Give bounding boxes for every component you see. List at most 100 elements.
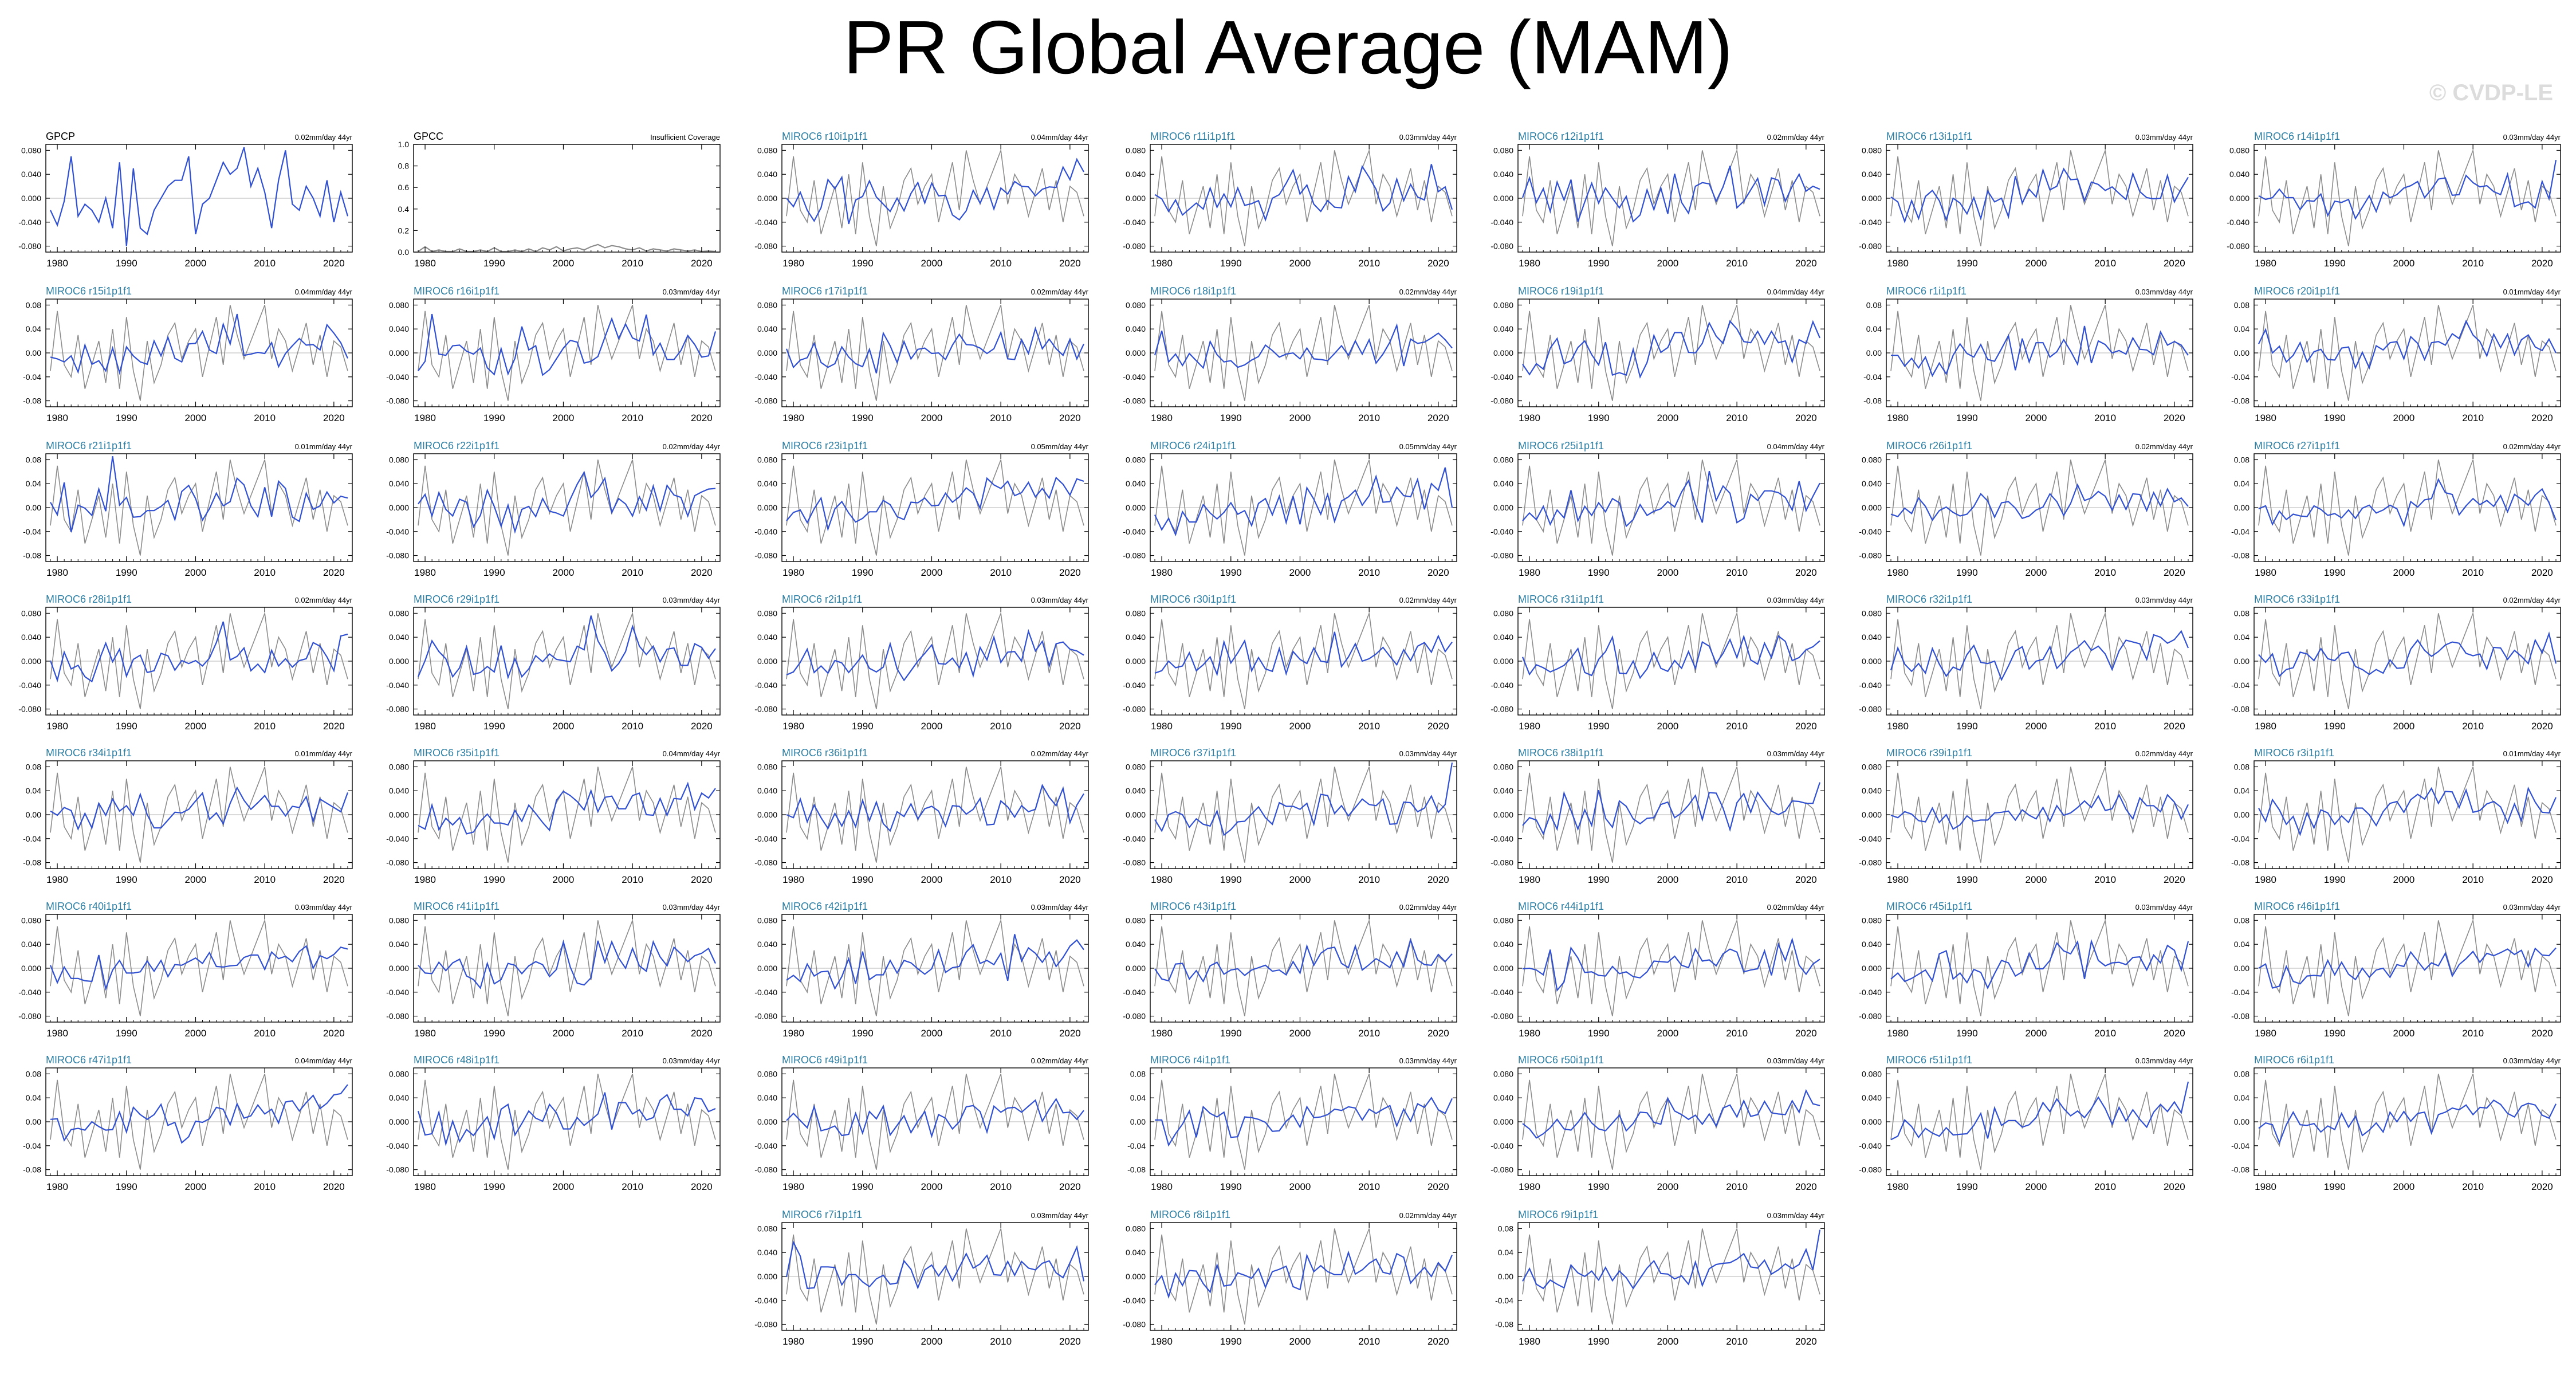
x-tick-label: 1990 [1956,721,1978,732]
y-tick-label: 0.040 [757,479,777,488]
x-tick-label: 1980 [1519,1028,1540,1039]
observed-series-line [418,1074,716,1170]
y-tick-label: 0.040 [21,170,41,179]
y-tick-label: 0.040 [21,632,41,642]
x-tick-label: 2020 [323,1181,345,1192]
x-tick-label: 2020 [1427,721,1449,732]
y-tick-label: -0.080 [1859,705,1882,714]
y-tick-label: 0.08 [26,455,41,464]
panel-title: MIROC6 r40i1p1f1 [46,901,132,912]
x-tick-label: 2020 [691,721,713,732]
y-tick-label: 0.000 [389,810,409,819]
panel-trend: 0.03mm/day 44yr [1767,596,1825,604]
y-tick-label: 0.080 [1862,146,1882,155]
x-tick-label: 2000 [553,1181,575,1192]
panel: MIROC6 r44i1p1f1 0.02mm/day 44yr 0.080 0.04… [1490,901,1825,1039]
y-tick-label: 0.040 [1493,632,1513,642]
x-tick-label: 2020 [2164,1181,2185,1192]
y-tick-label: 0.080 [1493,1069,1513,1078]
panel-trend: 0.03mm/day 44yr [295,903,353,912]
panel: MIROC6 r46i1p1f1 0.03mm/day 44yr 0.08 0.04 0… [2231,901,2561,1039]
x-tick-label: 2010 [1358,874,1380,885]
x-tick-label: 1980 [2255,1181,2276,1192]
x-tick-label: 2000 [1657,874,1679,885]
panel-title: MIROC6 r45i1p1f1 [1886,901,1972,912]
x-tick-label: 2000 [1289,1181,1311,1192]
y-tick-label: 0.040 [389,940,409,949]
cvdp-le-watermark: © CVDP-LE [2429,80,2553,105]
panel-title: MIROC6 r30i1p1f1 [1150,594,1236,605]
y-tick-label: 0.2 [398,226,410,235]
panel: MIROC6 r1i1p1f1 0.03mm/day 44yr 0.08 0.04 0.… [1863,285,2193,423]
x-tick-label: 1980 [1151,258,1173,269]
x-tick-label: 2020 [1059,567,1081,578]
x-tick-label: 2020 [1427,567,1449,578]
x-tick-label: 2000 [1657,567,1679,578]
series-line [1521,166,1820,223]
y-tick-label: 0.04 [2234,786,2249,795]
x-tick-label: 1990 [852,1028,874,1039]
y-tick-label: -0.040 [386,988,409,997]
y-tick-label: 0.040 [757,786,777,795]
x-tick-label: 1980 [1151,874,1173,885]
y-tick-label: -0.080 [1859,1165,1882,1174]
y-tick-label: 0.080 [389,1069,409,1078]
series-line [1522,471,1820,528]
panel: MIROC6 r39i1p1f1 0.02mm/day 44yr 0.080 0.04… [1859,747,2193,885]
y-tick-label: 0.000 [757,1272,777,1281]
x-tick-label: 2010 [2462,1181,2484,1192]
panel-title: MIROC6 r21i1p1f1 [46,440,132,451]
x-tick-label: 2020 [323,258,345,269]
y-tick-label: 0.04 [2234,479,2249,488]
panel-title: MIROC6 r19i1p1f1 [1518,285,1604,297]
y-tick-label: 0.040 [389,786,409,795]
y-tick-label: -0.080 [386,705,409,714]
panel-trend: 0.03mm/day 44yr [1767,1056,1825,1065]
y-tick-label: 0.08 [2234,1069,2249,1078]
panel-title: MIROC6 r35i1p1f1 [414,747,500,759]
observed-series-line [786,150,1084,246]
y-tick-label: -0.080 [754,551,777,560]
y-tick-label: 0.040 [1862,940,1882,949]
y-tick-label: 0.080 [1862,608,1882,618]
y-tick-label: -0.080 [1859,551,1882,560]
x-tick-label: 1990 [483,874,505,885]
x-tick-label: 2020 [691,567,713,578]
y-tick-label: 0.000 [1862,810,1882,819]
panel-trend: 0.03mm/day 44yr [2503,903,2561,912]
panel: MIROC6 r31i1p1f1 0.03mm/day 44yr 0.080 0.04… [1490,594,1825,732]
x-tick-label: 1990 [2324,258,2346,269]
y-tick-label: 0.040 [1126,324,1146,333]
observed-series-line [1522,459,1820,556]
y-tick-label: -0.040 [1123,1296,1146,1305]
x-tick-label: 2000 [1289,567,1311,578]
x-tick-label: 2000 [2393,1028,2415,1039]
x-tick-label: 1990 [1956,1028,1978,1039]
x-tick-label: 1980 [782,1028,804,1039]
panel-trend: 0.04mm/day 44yr [1031,133,1089,142]
y-tick-label: 0.000 [757,810,777,819]
x-tick-label: 2000 [2026,721,2047,732]
observed-series-line [1890,767,2189,863]
y-tick-label: 0.000 [1862,503,1882,512]
panel: MIROC6 r15i1p1f1 0.04mm/day 44yr 0.08 0.04 0… [23,285,353,423]
panel: GPCP 0.02mm/day 44yr 0.080 0.040 0.000 -0.040… [18,131,353,269]
x-tick-label: 2020 [1059,1181,1081,1192]
x-tick-label: 1990 [1220,1181,1242,1192]
panel-title: MIROC6 r44i1p1f1 [1518,901,1604,912]
x-tick-label: 1980 [782,721,804,732]
x-tick-label: 1980 [2255,412,2276,423]
y-tick-label: -0.080 [1859,858,1882,867]
y-tick-label: 0.04 [26,1093,41,1102]
observed-series-line [50,613,348,709]
y-tick-label: 0.00 [2234,810,2249,819]
series-line [1154,762,1453,836]
x-tick-label: 2020 [691,258,713,269]
y-tick-label: 0.080 [1862,1069,1882,1078]
x-tick-label: 1990 [1220,412,1242,423]
panel-trend: 0.03mm/day 44yr [1399,133,1457,142]
y-tick-label: 0.04 [2234,940,2249,949]
y-tick-label: -0.080 [18,705,41,714]
y-tick-label: 0.080 [1493,455,1513,464]
panel: MIROC6 r4i1p1f1 0.03mm/day 44yr 0.08 0.04 0.… [1127,1054,1457,1192]
